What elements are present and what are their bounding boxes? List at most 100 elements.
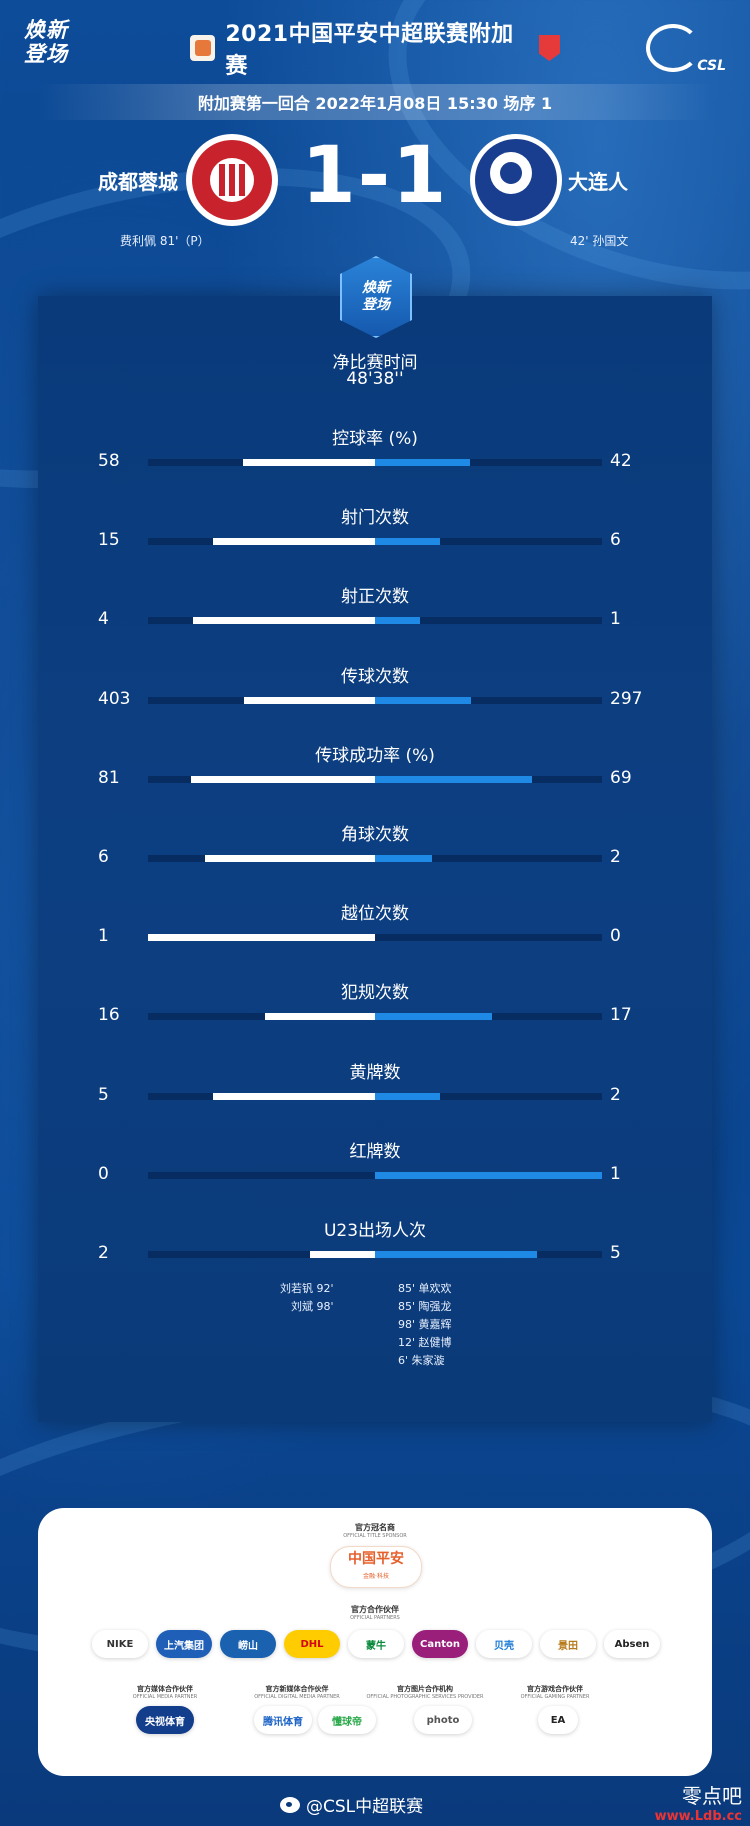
stat-row: 传球次数 403 297 — [38, 662, 712, 732]
gaming-partner-heading: 官方游戏合作伙伴 OFFICIAL GAMING PARTNER — [520, 1685, 590, 1700]
stat-away-value: 5 — [610, 1243, 621, 1263]
stat-home-value: 4 — [98, 609, 109, 630]
watermark: 零点吧 www.Ldb.cc — [655, 1780, 742, 1824]
stat-home-value: 5 — [98, 1084, 109, 1105]
sponsors-card: 官方冠名商 OFFICIAL TITLE SPONSOR 中国平安 金融·科技 … — [38, 1508, 712, 1776]
badge-line1: 焕新 — [362, 280, 390, 296]
title-sponsor-heading: 官方冠名商 OFFICIAL TITLE SPONSOR — [38, 1522, 712, 1539]
u23-away-player: 85' 单欢欢 — [398, 1282, 452, 1295]
stat-away-value: 69 — [610, 767, 632, 788]
u23-home-player: 刘斌 98' — [291, 1300, 334, 1313]
partner-logo-saic: 上汽集团 — [156, 1630, 212, 1658]
csl-logo-text: CSL — [697, 58, 726, 74]
stat-away-bar — [375, 1013, 492, 1021]
stat-away-bar — [375, 538, 440, 546]
title-sponsor-heading-cn: 官方冠名商 — [355, 1523, 395, 1532]
stat-label: 射门次数 — [341, 508, 409, 529]
stat-away-bar — [375, 1171, 602, 1179]
stat-row: 射正次数 4 1 — [38, 582, 712, 652]
stat-home-value: 16 — [98, 1005, 120, 1026]
stat-away-bar — [375, 775, 532, 783]
stat-away-value: 2 — [610, 1084, 621, 1105]
stat-away-value: 6 — [610, 530, 621, 551]
stat-home-bar — [205, 855, 375, 862]
page-title: 2021中国平安中超联赛附加赛 — [225, 22, 514, 79]
stat-home-bar — [265, 1013, 375, 1021]
stat-away-value: 297 — [610, 688, 643, 709]
stat-label: U23出场人次 — [323, 1221, 427, 1241]
stat-track — [148, 459, 602, 466]
stat-row: 红牌数 0 1 — [38, 1137, 712, 1207]
stat-track — [148, 1251, 602, 1258]
stat-label: 红牌数 — [349, 1141, 401, 1162]
stat-home-value: 1 — [98, 926, 109, 947]
weibo-icon — [280, 1796, 300, 1813]
stat-away-value: 0 — [610, 926, 621, 947]
stat-away-bar — [375, 617, 420, 625]
stat-row: U23出场人次 2 5 — [38, 1216, 712, 1286]
net-time-value: 48'38'' — [346, 369, 404, 389]
footer-account: @CSL中超联赛 — [280, 1792, 423, 1817]
stat-home-bar — [191, 775, 375, 783]
stat-home-value: 6 — [98, 847, 109, 867]
league-emblem-icon — [190, 35, 216, 61]
score: 1-1 — [301, 131, 449, 221]
u23-away-player: 12' 赵健博 — [398, 1336, 452, 1349]
u23-away-player: 85' 陶强龙 — [398, 1300, 452, 1313]
csl-swirl-icon — [646, 24, 700, 72]
away-team-crest-icon — [470, 134, 562, 226]
partner-logo-beike: 贝壳 — [476, 1630, 532, 1658]
stat-home-bar — [310, 1251, 375, 1258]
stat-label: 传球次数 — [341, 666, 409, 687]
watermark-url: www.Ldb.cc — [654, 1809, 742, 1824]
stat-away-value: 1 — [610, 609, 621, 630]
photo-logo-vcg: photo — [414, 1706, 472, 1734]
stat-home-value: 2 — [98, 1243, 109, 1263]
badge-line2: 登场 — [362, 297, 390, 313]
stat-away-bar — [375, 696, 471, 704]
partner-logo-nike: NIKE — [92, 1630, 148, 1658]
stat-home-value: 58 — [98, 451, 120, 471]
brand-line1: 焕新 — [24, 18, 68, 42]
stat-row: 射门次数 15 6 — [38, 503, 712, 573]
u23-home-list: 刘若钒 92' 刘斌 98' — [280, 1280, 334, 1316]
stat-row: 黄牌数 5 2 — [38, 1058, 712, 1128]
media-logo-dongqiudi: 懂球帝 — [318, 1706, 376, 1734]
renewal-badge-icon: 焕新 登场 — [340, 256, 412, 338]
stat-away-bar — [375, 1251, 537, 1258]
home-scorer: 费利佩 81'（P） — [120, 234, 210, 248]
u23-away-player: 6' 朱家漩 — [398, 1354, 445, 1367]
stat-track — [148, 934, 602, 942]
home-team-name: 成都蓉城 — [98, 170, 178, 194]
partner-logo-canton: Canton — [412, 1630, 468, 1658]
pingan-shield-icon — [538, 35, 560, 61]
csl-logo: CSL — [646, 24, 726, 74]
away-scorer: 42' 孙国文 — [570, 234, 629, 248]
stat-home-bar — [213, 538, 375, 546]
stat-home-bar — [148, 934, 375, 942]
stat-away-bar — [375, 855, 432, 862]
partner-logo-jingtian: 景田 — [540, 1630, 596, 1658]
stat-track — [148, 1013, 602, 1021]
stat-row: 犯规次数 16 17 — [38, 978, 712, 1048]
stat-track — [148, 1171, 602, 1179]
stat-label: 黄牌数 — [349, 1062, 401, 1083]
stat-track — [148, 538, 602, 546]
stat-away-value: 42 — [610, 451, 632, 471]
pingan-logo: 中国平安 金融·科技 — [330, 1546, 422, 1588]
stat-row: 控球率 (%) 58 42 — [38, 424, 712, 494]
stat-track — [148, 855, 602, 862]
stat-home-value: 81 — [98, 767, 120, 788]
footer-account-text: @CSL中超联赛 — [306, 1797, 424, 1817]
partners-heading-en: OFFICIAL PARTNERS — [350, 1615, 400, 1621]
stat-row: 角球次数 6 2 — [38, 820, 712, 890]
stat-label: 控球率 (%) — [332, 429, 418, 449]
brand-line2: 登场 — [24, 42, 68, 66]
match-info-bar: 附加赛第一回合 2022年1月08日 15:30 场序 1 — [0, 84, 750, 120]
pingan-sub: 金融·科技 — [363, 1573, 389, 1580]
stat-row: 越位次数 1 0 — [38, 899, 712, 969]
stat-home-value: 403 — [98, 688, 131, 709]
stat-away-bar — [375, 1092, 440, 1100]
stat-home-value: 0 — [98, 1163, 109, 1184]
photo-partner-heading: 官方图片合作机构 OFFICIAL PHOTOGRAPHIC SERVICES … — [366, 1685, 484, 1700]
